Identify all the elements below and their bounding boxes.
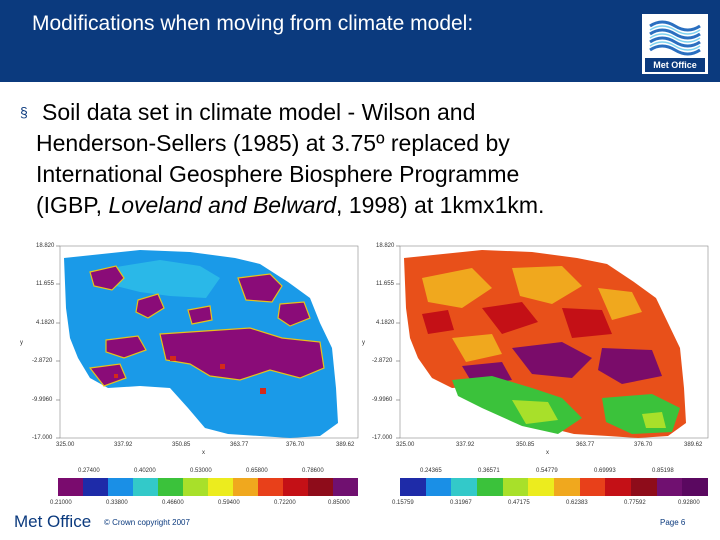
left-x-label: x xyxy=(202,450,205,456)
left-y-tick-6: -17.000 xyxy=(32,435,53,441)
right-x-tick-3: 350.85 xyxy=(516,442,535,448)
right-x-label: x xyxy=(546,450,549,456)
right-y-tick-2: 11.655 xyxy=(376,281,394,287)
right-soil-map: 18.820 11.655 4.1820 -2.8720 -9.9960 -17… xyxy=(362,238,712,520)
bullet-line-3: International Geosphere Biosphere Progra… xyxy=(36,161,520,187)
left-legend-swatch-4 xyxy=(133,478,158,496)
left-y-label: y xyxy=(20,340,23,346)
wave-logo-icon xyxy=(649,20,701,56)
bullet-line-2: Henderson-Sellers (1985) at 3.75º replac… xyxy=(36,130,510,156)
bullet-line-4: (IGBP, Loveland and Belward, 1998) at 1k… xyxy=(20,190,700,221)
left-x-tick-5: 376.70 xyxy=(286,442,305,448)
slide-header: Modifications when moving from climate m… xyxy=(0,0,720,82)
left-legend-swatch-10 xyxy=(283,478,308,496)
left-legend-swatch-6 xyxy=(183,478,208,496)
footer-page-number: Page 6 xyxy=(660,518,686,527)
right-legend-swatch-5 xyxy=(502,478,529,496)
right-x-tick-5: 376.70 xyxy=(634,442,653,448)
logo-label: Met Office xyxy=(645,58,705,72)
left-x-tick-4: 363.77 xyxy=(230,442,249,448)
left-legend-bottom-1: 0.21000 xyxy=(50,500,72,506)
right-y-tick-5: -9.9960 xyxy=(372,397,393,403)
right-x-tick-1: 325.00 xyxy=(396,442,415,448)
slide-title: Modifications when moving from climate m… xyxy=(32,12,474,35)
left-legend-top-1: 0.27400 xyxy=(78,468,100,474)
right-legend-swatch-11 xyxy=(656,478,683,496)
left-color-legend xyxy=(58,478,358,496)
right-legend-swatch-10 xyxy=(631,478,657,496)
right-legend-bottom-5: 0.77592 xyxy=(624,500,646,506)
right-legend-bottom-4: 0.62383 xyxy=(566,500,588,506)
left-legend-bottom-4: 0.59400 xyxy=(218,500,240,506)
bullet-line-4-start: (IGBP, xyxy=(36,192,109,218)
right-y-tick-4: -2.8720 xyxy=(372,358,393,364)
left-soil-map: 18.820 11.655 4.1820 -2.8720 -9.9960 -17… xyxy=(20,238,360,520)
left-legend-bottom-3: 0.46600 xyxy=(162,500,184,506)
left-legend-swatch-12 xyxy=(333,478,358,496)
left-legend-swatch-3 xyxy=(108,478,133,496)
right-legend-bottom-1: 0.15759 xyxy=(392,500,414,506)
met-office-logo: Met Office xyxy=(642,14,708,74)
left-legend-swatch-9 xyxy=(258,478,283,496)
bullet-line-4-end: , 1998) at 1kmx1km. xyxy=(336,192,545,218)
right-legend-swatch-3 xyxy=(451,478,477,496)
right-y-tick-6: -17.000 xyxy=(372,435,393,441)
left-legend-swatch-7 xyxy=(208,478,233,496)
left-x-tick-1: 325.00 xyxy=(56,442,75,448)
left-legend-swatch-5 xyxy=(158,478,183,496)
right-x-tick-4: 363.77 xyxy=(576,442,595,448)
right-legend-swatch-2 xyxy=(425,478,452,496)
right-legend-top-3: 0.54779 xyxy=(536,468,558,474)
left-legend-top-4: 0.65800 xyxy=(246,468,268,474)
footer-copyright: © Crown copyright 2007 xyxy=(104,518,190,527)
right-legend-top-2: 0.36571 xyxy=(478,468,500,474)
left-legend-swatch-8 xyxy=(233,478,258,496)
left-legend-swatch-2 xyxy=(83,478,108,496)
right-legend-bottom-3: 0.47175 xyxy=(508,500,530,506)
right-legend-swatch-1 xyxy=(400,478,426,496)
bullet-point: § Soil data set in climate model - Wilson… xyxy=(20,97,700,221)
right-legend-swatch-12 xyxy=(682,478,708,496)
left-legend-top-5: 0.78600 xyxy=(302,468,324,474)
left-y-tick-1: 18.820 xyxy=(36,243,55,249)
right-legend-swatch-9 xyxy=(605,478,631,496)
left-x-tick-6: 389.62 xyxy=(336,442,355,448)
left-legend-bottom-5: 0.72200 xyxy=(274,500,296,506)
right-legend-top-4: 0.69993 xyxy=(594,468,616,474)
right-legend-swatch-8 xyxy=(579,478,606,496)
citation-authors: Loveland and Belward xyxy=(108,192,337,218)
left-map-plot xyxy=(20,238,360,520)
bullet-marker-icon: § xyxy=(20,104,28,120)
right-y-tick-3: 4.1820 xyxy=(376,320,395,326)
right-legend-swatch-6 xyxy=(528,478,554,496)
left-y-tick-2: 11.655 xyxy=(36,281,54,287)
right-legend-swatch-4 xyxy=(477,478,503,496)
right-map-plot xyxy=(362,238,712,520)
left-x-tick-3: 350.85 xyxy=(172,442,191,448)
right-color-legend xyxy=(400,478,708,496)
footer-brand: Met Office xyxy=(14,512,92,531)
right-legend-top-1: 0.24365 xyxy=(420,468,442,474)
right-y-label: y xyxy=(362,340,365,346)
right-x-tick-6: 389.62 xyxy=(684,442,703,448)
right-legend-top-5: 0.85198 xyxy=(652,468,674,474)
right-legend-bottom-6: 0.92800 xyxy=(678,500,700,506)
bullet-line-1: Soil data set in climate model - Wilson … xyxy=(42,99,476,125)
right-y-tick-1: 18.820 xyxy=(376,243,395,249)
left-legend-bottom-2: 0.33800 xyxy=(106,500,128,506)
left-x-tick-2: 337.92 xyxy=(114,442,133,448)
left-legend-top-2: 0.40200 xyxy=(134,468,156,474)
left-legend-swatch-11 xyxy=(308,478,333,496)
left-legend-bottom-6: 0.85000 xyxy=(328,500,350,506)
left-legend-top-3: 0.53000 xyxy=(190,468,212,474)
left-legend-swatch-1 xyxy=(58,478,83,496)
right-legend-swatch-7 xyxy=(554,478,580,496)
right-legend-bottom-2: 0.31967 xyxy=(450,500,472,506)
left-y-tick-3: 4.1820 xyxy=(36,320,55,326)
left-y-tick-4: -2.8720 xyxy=(32,358,53,364)
left-y-tick-5: -9.9960 xyxy=(32,397,53,403)
right-x-tick-2: 337.92 xyxy=(456,442,475,448)
